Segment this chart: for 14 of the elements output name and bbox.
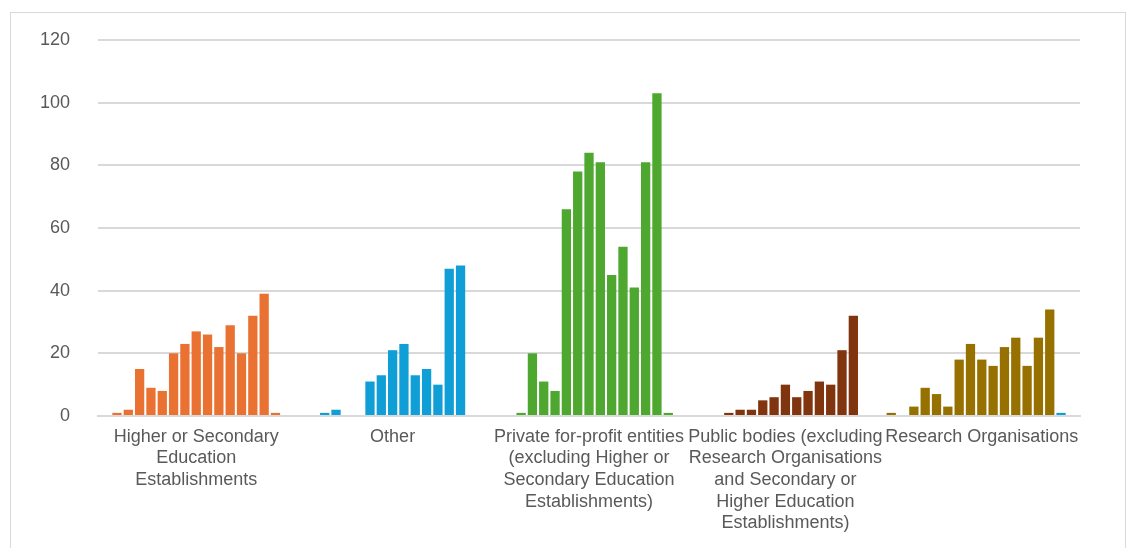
x-tick-label: Higher or Secondary Education Establishments <box>113 425 279 489</box>
y-tick-label: 80 <box>50 154 71 175</box>
x-tick-label: Research Organisations <box>885 425 1079 446</box>
y-tick-label: 60 <box>50 216 71 237</box>
y-tick-label: 20 <box>50 342 71 363</box>
bar <box>886 412 896 415</box>
y-tick-label: 120 <box>39 28 71 49</box>
bar <box>112 412 122 415</box>
y-tick-label: 100 <box>39 91 71 112</box>
x-tick-label: Private for-profit entities (excluding Higher or Secondary Education Establishments) <box>493 425 685 511</box>
y-tick-label: 40 <box>50 279 71 300</box>
x-tick-label: Public bodies (excluding Research Organisations and Secondary or Higher Education Establishments) <box>688 425 883 533</box>
x-tick-label: Other <box>370 425 416 446</box>
y-tick-label: 0 <box>60 404 71 425</box>
